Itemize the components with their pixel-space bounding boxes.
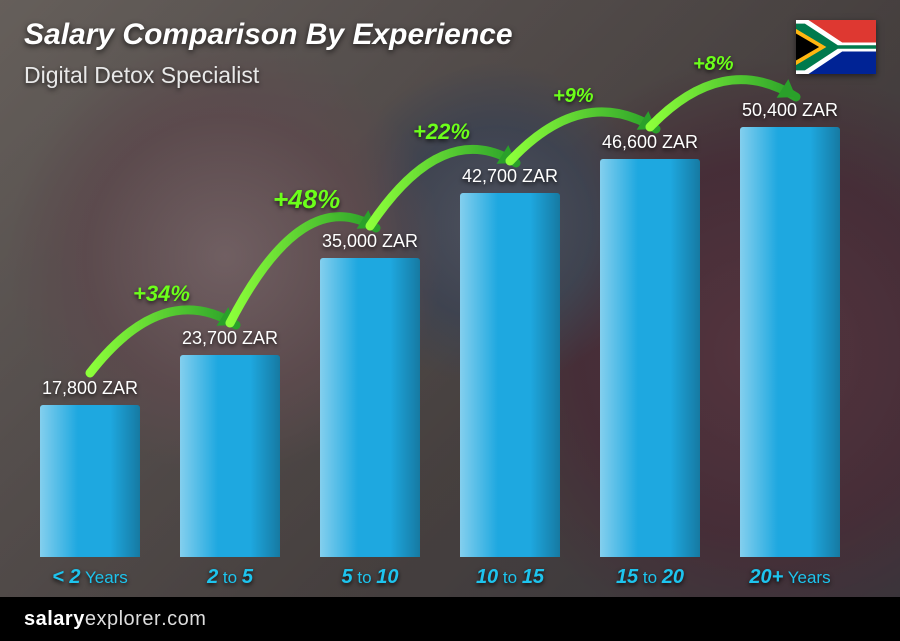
- category-label: 2 to 5: [170, 566, 290, 589]
- footer-brand: salaryexplorer.com: [0, 597, 900, 641]
- category-label: 5 to 10: [310, 566, 430, 589]
- bar-value-label: 17,800 ZAR: [42, 378, 138, 399]
- bar: [460, 193, 560, 557]
- bar-wrap: 46,600 ZAR: [590, 132, 710, 557]
- categories-container: < 2 Years 2 to 5 5 to 10 10 to 15 15 to 20 20…: [20, 557, 860, 597]
- bar-value-label: 46,600 ZAR: [602, 132, 698, 153]
- infographic-canvas: Salary Comparison By Experience Digital …: [0, 0, 900, 641]
- bar: [600, 159, 700, 557]
- bars-container: 17,800 ZAR 23,700 ZAR 35,000 ZAR 42,700 ZAR…: [20, 100, 860, 557]
- page-title: Salary Comparison By Experience: [24, 18, 513, 52]
- category-label: 20+ Years: [730, 566, 850, 589]
- page-subtitle: Digital Detox Specialist: [24, 62, 259, 89]
- bar: [740, 127, 840, 557]
- bar-wrap: 23,700 ZAR: [170, 328, 290, 557]
- bar-wrap: 35,000 ZAR: [310, 231, 430, 557]
- bar-value-label: 42,700 ZAR: [462, 166, 558, 187]
- south-africa-flag-icon: [796, 20, 876, 74]
- bar-wrap: 17,800 ZAR: [30, 378, 150, 557]
- category-label: 10 to 15: [450, 566, 570, 589]
- brand-suffix: .com: [161, 608, 206, 631]
- bar: [320, 258, 420, 557]
- bar-value-label: 23,700 ZAR: [182, 328, 278, 349]
- bar-value-label: 35,000 ZAR: [322, 231, 418, 252]
- bar: [180, 355, 280, 557]
- bar-wrap: 50,400 ZAR: [730, 100, 850, 557]
- salary-bar-chart: +34%+48%+22%+9%+8% 17,800 ZAR23,700 ZAR3…: [20, 100, 860, 597]
- brand-light: explorer: [85, 608, 161, 631]
- category-label: < 2 Years: [30, 566, 150, 589]
- increase-pct-label: +8%: [693, 53, 734, 76]
- bar-wrap: 42,700 ZAR: [450, 166, 570, 557]
- category-label: 15 to 20: [590, 566, 710, 589]
- brand-bold: salary: [24, 608, 85, 631]
- bar: [40, 405, 140, 557]
- bar-value-label: 50,400 ZAR: [742, 100, 838, 121]
